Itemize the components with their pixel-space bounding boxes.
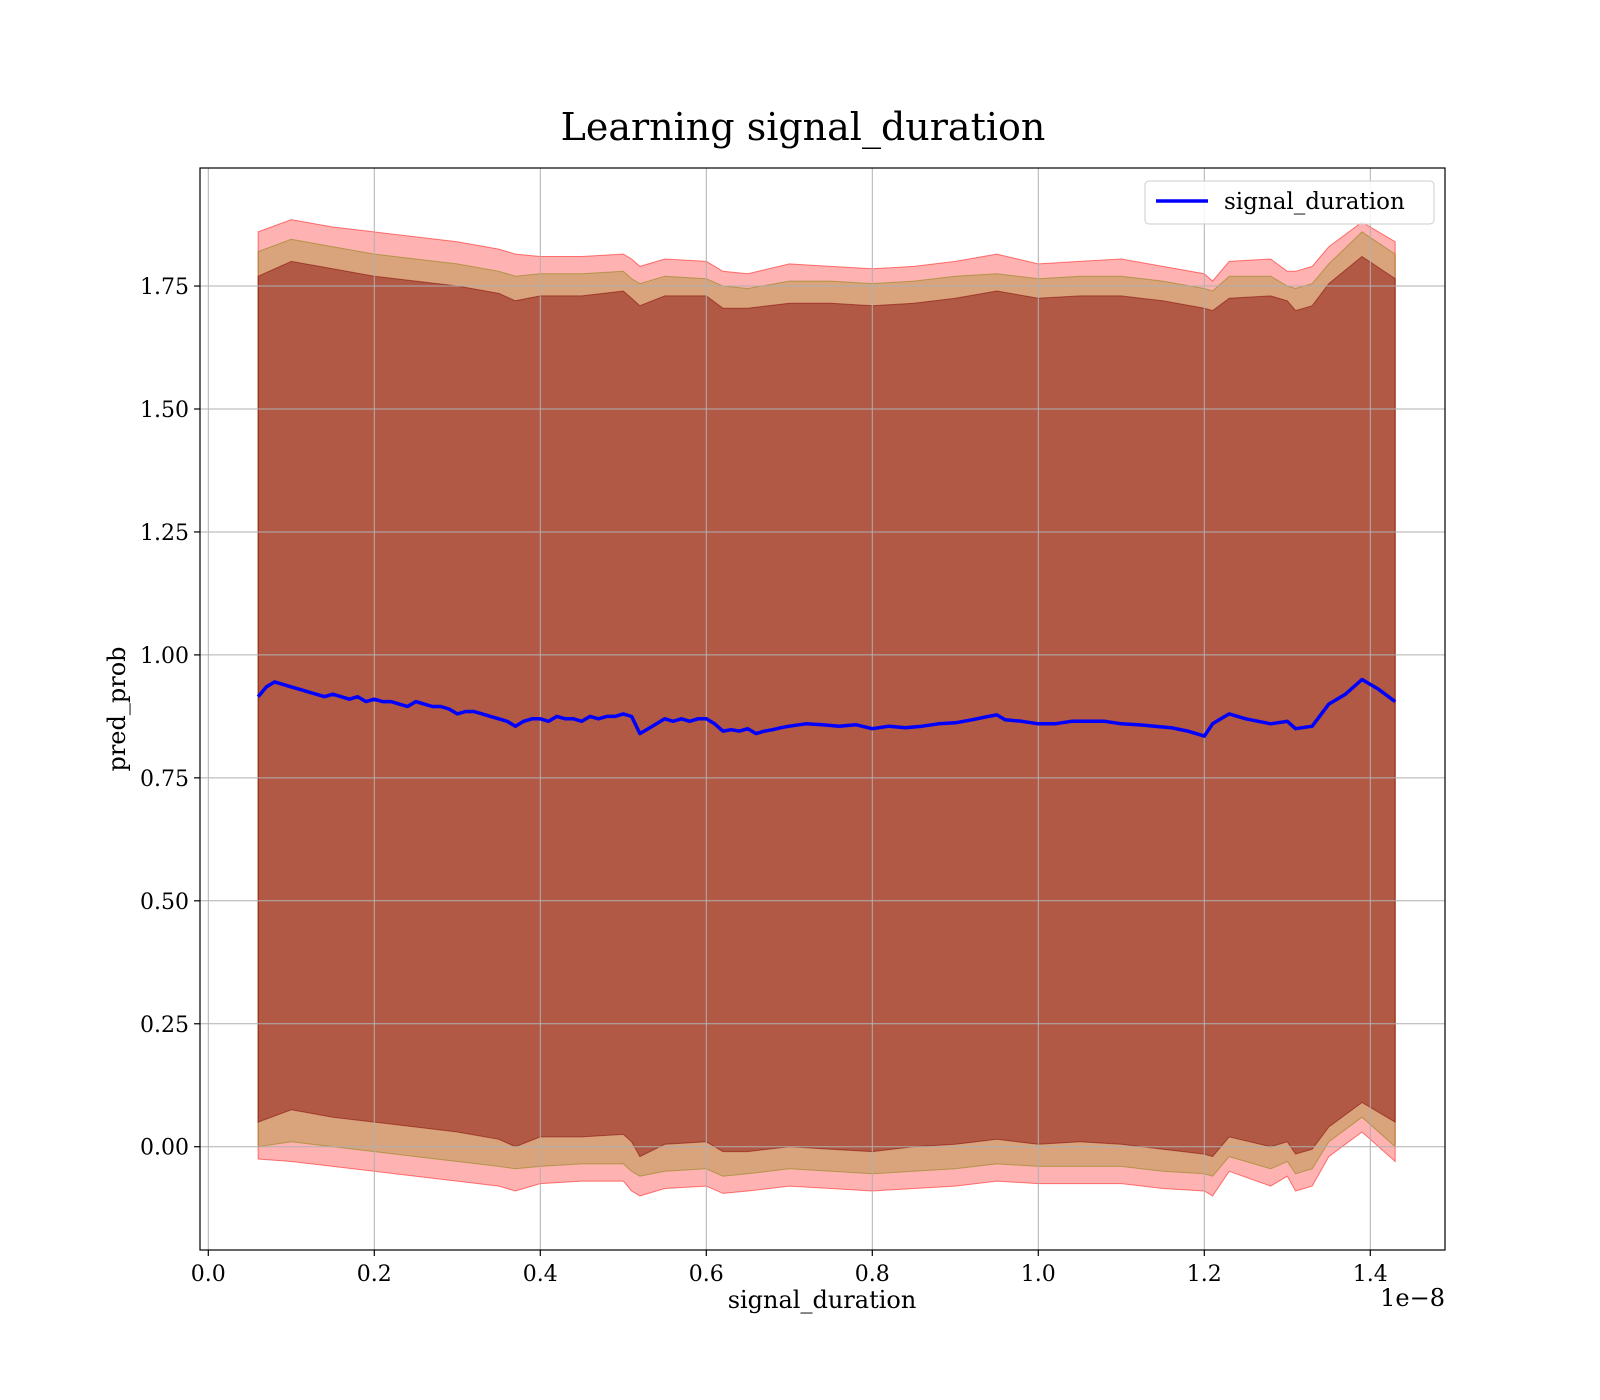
x-tick-label: 0.6 bbox=[689, 1262, 724, 1287]
y-tick-label: 1.50 bbox=[140, 398, 189, 423]
y-tick-label: 0.75 bbox=[140, 767, 189, 792]
y-tick-label: 0.00 bbox=[140, 1136, 189, 1161]
x-tick-label: 0.0 bbox=[191, 1262, 226, 1287]
legend-label: signal_duration bbox=[1224, 189, 1405, 215]
y-axis-label: pred_prob bbox=[103, 646, 131, 771]
band-area-1 bbox=[257, 219, 1396, 1197]
plot-frame bbox=[199, 167, 1446, 1251]
grid bbox=[200, 168, 1445, 1250]
x-tick-label: 1.0 bbox=[1021, 1262, 1056, 1287]
x-axis-label: signal_duration bbox=[728, 1286, 917, 1314]
x-tick-label: 0.4 bbox=[523, 1262, 558, 1287]
legend: signal_duration bbox=[1144, 180, 1435, 225]
legend-box bbox=[1144, 180, 1435, 225]
x-tick-label: 0.8 bbox=[855, 1262, 890, 1287]
y-tick-label: 0.50 bbox=[140, 890, 189, 915]
confidence-bands bbox=[257, 219, 1396, 1197]
y-tick-label: 0.25 bbox=[140, 1013, 189, 1038]
plot-area: 0.0 0.2 0.4 0.6 0.8 1.0 1.2 1.4 0.00 0.25 0.50 0.7… bbox=[140, 167, 1446, 1287]
x-tick-label: 1.2 bbox=[1187, 1262, 1222, 1287]
series-line bbox=[256, 677, 1397, 738]
line-layer bbox=[256, 677, 1397, 738]
y-tick-label: 1.75 bbox=[140, 275, 189, 300]
x-axis: 0.0 0.2 0.4 0.6 0.8 1.0 1.2 1.4 bbox=[191, 1250, 1388, 1287]
y-tick-label: 1.25 bbox=[140, 521, 189, 546]
x-tick-label: 1.4 bbox=[1353, 1262, 1388, 1287]
x-tick-label: 0.2 bbox=[357, 1262, 392, 1287]
x-axis-offset-label: 1e−8 bbox=[1380, 1284, 1445, 1312]
chart-title: Learning signal_duration bbox=[561, 105, 1046, 150]
y-tick-label: 1.00 bbox=[140, 644, 189, 669]
y-axis: 0.00 0.25 0.50 0.75 1.00 1.25 1.50 1.75 bbox=[140, 275, 200, 1161]
